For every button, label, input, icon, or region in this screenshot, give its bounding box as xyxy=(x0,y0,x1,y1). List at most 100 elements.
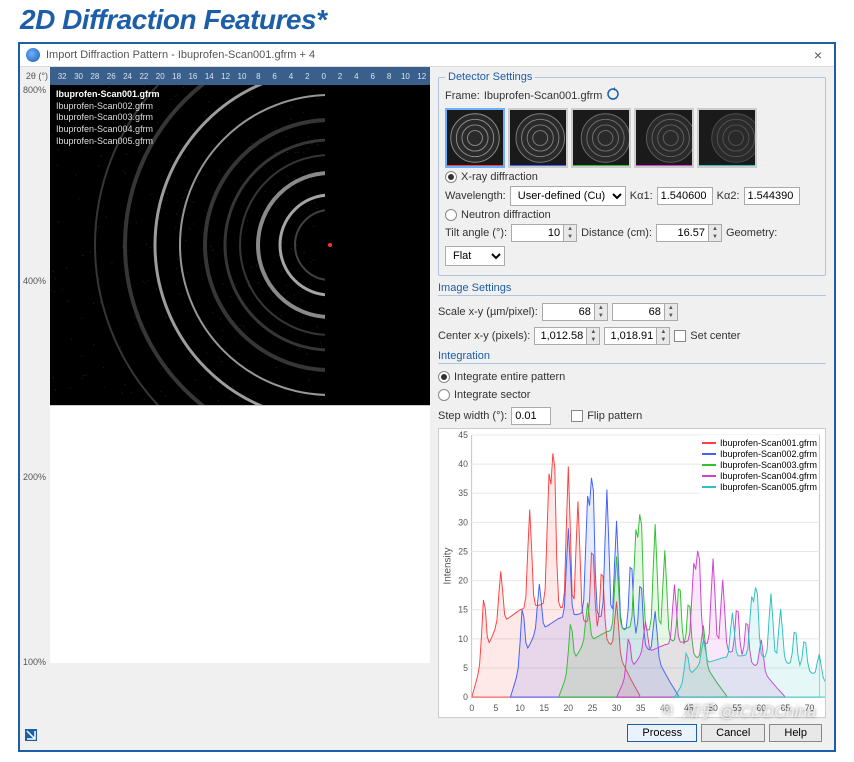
xray-label: X-ray diffraction xyxy=(461,171,538,183)
svg-text:5: 5 xyxy=(494,703,499,713)
geometry-label: Geometry: xyxy=(726,227,777,239)
legend-item: Ibuprofen-Scan004.gfrm xyxy=(702,471,817,481)
neutron-label: Neutron diffraction xyxy=(461,209,551,221)
xray-radio[interactable] xyxy=(445,171,457,183)
svg-text:10: 10 xyxy=(458,634,468,644)
ruler-tick: 16 xyxy=(185,72,201,81)
svg-text:15: 15 xyxy=(539,703,549,713)
overlay-file-item[interactable]: Ibuprofen-Scan005.gfrm xyxy=(56,136,160,148)
frame-thumb[interactable] xyxy=(571,108,631,168)
ruler-tick: 4 xyxy=(283,72,299,81)
cancel-button[interactable]: Cancel xyxy=(701,724,765,742)
overlay-file-item[interactable]: Ibuprofen-Scan003.gfrm xyxy=(56,112,160,124)
ruler-tick: 22 xyxy=(136,72,152,81)
yaxis-tick: 400% xyxy=(23,276,46,286)
diffraction-image[interactable]: Ibuprofen-Scan001.gfrmIbuprofen-Scan002.… xyxy=(50,85,430,405)
legend-item: Ibuprofen-Scan003.gfrm xyxy=(702,460,817,470)
close-icon[interactable]: × xyxy=(808,47,828,63)
frame-label: Frame: xyxy=(445,90,480,102)
step-width-input[interactable] xyxy=(511,407,551,425)
set-center-checkbox[interactable] xyxy=(674,330,686,342)
scale-label: Scale x-y (µm/pixel): xyxy=(438,306,538,318)
ruler-tick: 26 xyxy=(103,72,119,81)
refresh-icon[interactable] xyxy=(606,87,620,104)
center-x-spinner[interactable]: ▲▼ xyxy=(534,327,600,345)
ruler-tick: 24 xyxy=(119,72,135,81)
ruler-axis-label: 2θ (°) xyxy=(24,67,48,85)
empty-plot-area xyxy=(50,405,430,663)
svg-text:70: 70 xyxy=(805,703,815,713)
ruler-tick: 2 xyxy=(299,72,315,81)
frame-thumbnails xyxy=(445,108,819,168)
left-panel: 800%400%200%100% 2θ (°) 3230282624222018… xyxy=(20,67,430,750)
ruler-tick: 18 xyxy=(168,72,184,81)
overlay-file-item[interactable]: Ibuprofen-Scan001.gfrm xyxy=(56,89,160,101)
file-overlay-list: Ibuprofen-Scan001.gfrmIbuprofen-Scan002.… xyxy=(56,89,160,147)
svg-text:35: 35 xyxy=(636,703,646,713)
ruler-tick: 28 xyxy=(87,72,103,81)
scale-x-spinner[interactable]: ▲▼ xyxy=(542,303,608,321)
ruler-tick: 6 xyxy=(266,72,282,81)
yaxis-tick: 100% xyxy=(23,657,46,667)
overlay-file-item[interactable]: Ibuprofen-Scan002.gfrm xyxy=(56,101,160,113)
svg-text:65: 65 xyxy=(781,703,791,713)
svg-text:35: 35 xyxy=(458,488,468,498)
frame-thumb[interactable] xyxy=(634,108,694,168)
overlay-file-item[interactable]: Ibuprofen-Scan004.gfrm xyxy=(56,124,160,136)
svg-text:45: 45 xyxy=(458,430,468,440)
svg-text:60: 60 xyxy=(756,703,766,713)
scale-y-spinner[interactable]: ▲▼ xyxy=(612,303,678,321)
svg-text:20: 20 xyxy=(458,575,468,585)
svg-text:25: 25 xyxy=(458,546,468,556)
detector-settings-group: Detector Settings Frame: Ibuprofen-Scan0… xyxy=(438,71,826,276)
detector-legend: Detector Settings xyxy=(445,71,535,83)
dialog-buttons: Process Cancel Help xyxy=(438,718,826,746)
dialog-window: Import Diffraction Pattern - Ibuprofen-S… xyxy=(18,42,836,752)
frame-thumb[interactable] xyxy=(697,108,757,168)
flip-checkbox[interactable] xyxy=(571,410,583,422)
frame-thumb[interactable] xyxy=(508,108,568,168)
app-icon xyxy=(26,48,40,62)
svg-text:20: 20 xyxy=(563,703,573,713)
distance-spinner[interactable]: ▲▼ xyxy=(656,224,722,242)
legend-item: Ibuprofen-Scan005.gfrm xyxy=(702,482,817,492)
window-title: Import Diffraction Pattern - Ibuprofen-S… xyxy=(46,49,315,61)
ruler-tick: 32 xyxy=(54,72,70,81)
integrate-entire-radio[interactable] xyxy=(438,371,450,383)
ka2-input[interactable] xyxy=(744,187,800,205)
ka2-label: Kα2: xyxy=(717,190,740,202)
intensity-chart: 0510152025303540450510152025303540455055… xyxy=(438,428,826,718)
wavelength-select[interactable]: User-defined (Cu) xyxy=(510,186,626,206)
integrate-entire-label: Integrate entire pattern xyxy=(454,371,565,383)
ruler-tick: 10 xyxy=(397,72,413,81)
ruler-tick: 0 xyxy=(316,72,332,81)
integrate-sector-radio[interactable] xyxy=(438,389,450,401)
tilt-label: Tilt angle (°): xyxy=(445,227,507,239)
chart-legend: Ibuprofen-Scan001.gfrmIbuprofen-Scan002.… xyxy=(700,435,819,495)
wavelength-label: Wavelength: xyxy=(445,190,506,202)
neutron-radio[interactable] xyxy=(445,209,457,221)
help-button[interactable]: Help xyxy=(769,724,822,742)
flip-label: Flip pattern xyxy=(587,410,642,422)
left-yaxis: 800%400%200%100% xyxy=(20,85,48,663)
svg-text:30: 30 xyxy=(458,517,468,527)
svg-text:45: 45 xyxy=(684,703,694,713)
legend-item: Ibuprofen-Scan001.gfrm xyxy=(702,438,817,448)
svg-text:40: 40 xyxy=(660,703,670,713)
ka1-input[interactable] xyxy=(657,187,713,205)
integrate-sector-label: Integrate sector xyxy=(454,389,530,401)
svg-text:10: 10 xyxy=(515,703,525,713)
tilt-spinner[interactable]: ▲▼ xyxy=(511,224,577,242)
ruler-tick: 10 xyxy=(234,72,250,81)
scale-marker-icon[interactable] xyxy=(24,728,44,746)
geometry-select[interactable]: Flat xyxy=(445,246,505,266)
ruler-tick: 12 xyxy=(217,72,233,81)
process-button[interactable]: Process xyxy=(627,724,697,742)
svg-text:40: 40 xyxy=(458,459,468,469)
ruler-tick: 30 xyxy=(70,72,86,81)
integration-legend: Integration xyxy=(438,350,826,364)
center-y-spinner[interactable]: ▲▼ xyxy=(604,327,670,345)
image-settings-legend: Image Settings xyxy=(438,282,826,296)
ruler-tick: 4 xyxy=(348,72,364,81)
frame-thumb[interactable] xyxy=(445,108,505,168)
